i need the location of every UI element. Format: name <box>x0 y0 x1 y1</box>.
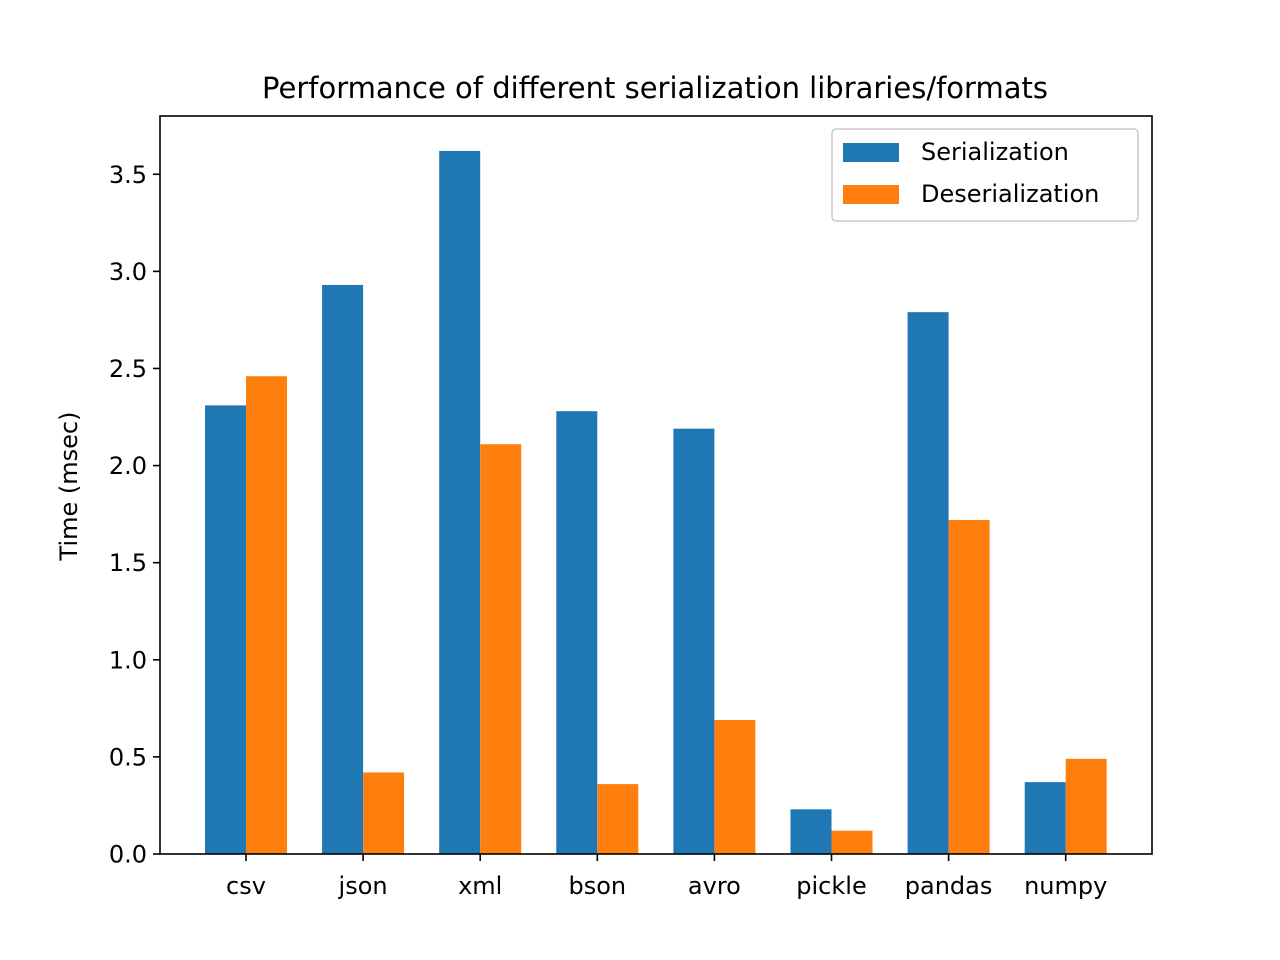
legend: Serialization Deserialization <box>831 128 1139 222</box>
y-tick-label: 1.5 <box>109 549 147 577</box>
bar-deserialization-numpy <box>1065 758 1107 854</box>
bar-deserialization-avro <box>714 719 756 854</box>
chart-title: Performance of different serialization l… <box>262 71 1048 105</box>
bar-deserialization-json <box>363 772 405 854</box>
bar-serialization-numpy <box>1024 782 1066 854</box>
y-axis-ticks: 0.0 0.5 1.0 1.5 2.0 2.5 3.0 3.5 <box>109 161 160 869</box>
legend-label-deserialization: Deserialization <box>921 180 1099 208</box>
x-axis-ticks: csv json xml bson avro pickle pandas numpy <box>226 854 1107 900</box>
bar-serialization-csv <box>205 405 246 854</box>
legend-swatch-deserialization <box>843 185 899 204</box>
legend-label-serialization: Serialization <box>921 138 1069 166</box>
legend-frame <box>831 128 1139 222</box>
bar-deserialization-bson <box>597 784 639 854</box>
bar-deserialization-pickle <box>831 830 873 854</box>
y-tick-label: 0.5 <box>109 743 147 771</box>
bar-serialization-xml <box>439 150 481 855</box>
bars-group <box>205 150 1107 855</box>
bar-serialization-avro <box>673 428 715 854</box>
y-tick-label: 0.0 <box>109 841 147 869</box>
y-tick-label: 3.5 <box>109 161 147 189</box>
x-tick-label-xml: xml <box>458 872 502 900</box>
bar-serialization-bson <box>556 411 598 854</box>
bar-serialization-json <box>322 284 364 855</box>
y-tick-label: 3.0 <box>109 258 147 286</box>
y-tick-label: 2.0 <box>109 452 147 480</box>
x-tick-label-pickle: pickle <box>796 872 866 900</box>
bar-deserialization-pandas <box>948 519 990 854</box>
x-tick-label-json: json <box>338 872 388 900</box>
x-tick-label-csv: csv <box>226 872 266 900</box>
y-tick-label: 1.0 <box>109 646 147 674</box>
x-tick-label-numpy: numpy <box>1024 872 1107 900</box>
x-tick-label-avro: avro <box>688 872 741 900</box>
plot-area-frame <box>159 115 1153 855</box>
y-axis-label: Time (msec) <box>55 412 83 562</box>
bar-deserialization-xml <box>480 444 522 854</box>
bar-serialization-pickle <box>790 809 832 854</box>
legend-swatch-serialization <box>843 143 899 162</box>
x-tick-label-bson: bson <box>568 872 626 900</box>
bar-serialization-pandas <box>907 312 949 855</box>
bar-deserialization-csv <box>246 376 287 854</box>
x-tick-label-pandas: pandas <box>905 872 993 900</box>
y-tick-label: 2.5 <box>109 355 147 383</box>
